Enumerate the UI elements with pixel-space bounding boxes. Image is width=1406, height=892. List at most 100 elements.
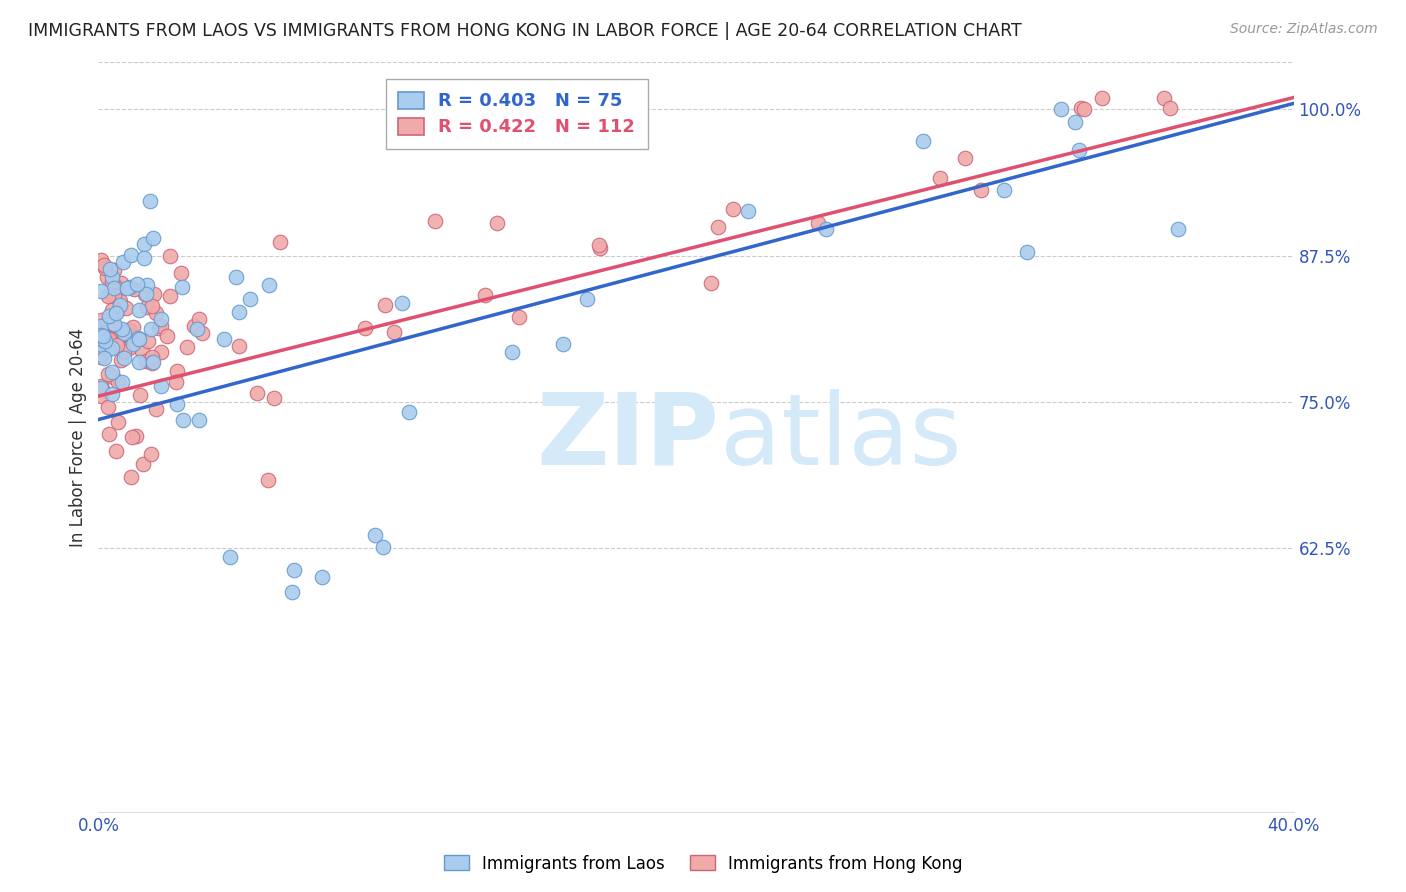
Point [100,287,122,301]
Point [90,347,112,361]
Point [110,327,132,342]
Point [928,171,950,186]
Point [111,322,134,336]
Point [121,430,143,444]
Point [1167,222,1189,236]
Point [228,305,250,319]
Point [97,332,120,346]
Point [186,321,208,335]
Point [97,322,120,336]
Point [90,351,112,365]
Point [107,415,129,429]
Point [90,338,112,352]
Point [97,400,120,414]
Point [166,364,188,378]
Point [90,336,112,351]
Point [172,412,194,426]
Point [311,570,333,584]
Point [353,320,375,334]
Point [150,318,173,333]
Point [97,343,120,357]
Point [111,255,134,269]
Point [90,381,112,395]
Point [166,397,188,411]
Legend: Immigrants from Laos, Immigrants from Hong Kong: Immigrants from Laos, Immigrants from Ho… [437,848,969,880]
Point [159,289,181,303]
Point [176,340,198,354]
Point [122,337,145,351]
Point [122,334,145,348]
Point [128,332,150,346]
Point [159,249,181,263]
Point [283,563,305,577]
Point [1069,143,1091,157]
Point [103,281,125,295]
Point [141,299,163,313]
Point [103,289,125,303]
Point [807,216,830,230]
Point [90,327,112,342]
Point [246,386,269,401]
Point [97,367,120,381]
Point [364,528,387,542]
Point [115,281,138,295]
Point [1153,90,1175,104]
Point [423,213,446,227]
Point [127,277,149,291]
Text: IMMIGRANTS FROM LAOS VS IMMIGRANTS FROM HONG KONG IN LABOR FORCE | AGE 20-64 COR: IMMIGRANTS FROM LAOS VS IMMIGRANTS FROM … [28,22,1022,40]
Point [125,429,148,443]
Point [1049,102,1071,116]
Point [139,194,162,208]
Point [96,269,118,284]
Point [214,332,236,346]
Point [145,306,167,320]
Point [150,311,173,326]
Point [131,343,153,358]
Point [1064,115,1087,129]
Point [112,326,135,340]
Point [508,310,530,324]
Point [141,447,163,461]
Point [100,331,122,345]
Point [391,295,413,310]
Point [141,322,163,336]
Point [575,292,598,306]
Point [183,319,205,334]
Point [108,293,131,308]
Point [107,302,129,317]
Point [101,302,124,317]
Point [94,334,117,349]
Point [588,237,610,252]
Point [90,330,112,344]
Point [91,382,114,396]
Point [90,340,112,354]
Point [93,261,115,276]
Point [118,323,141,337]
Point [108,298,131,312]
Point [98,309,121,323]
Point [98,426,121,441]
Point [93,351,115,366]
Point [90,313,112,327]
Point [141,350,163,364]
Point [97,325,120,339]
Point [117,323,139,337]
Point [91,329,114,343]
Point [110,277,132,291]
Point [122,320,145,334]
Point [90,328,112,343]
Point [120,279,142,293]
Point [136,300,159,314]
Point [374,298,396,312]
Point [145,402,167,417]
Point [103,263,125,277]
Point [170,266,193,280]
Point [132,252,155,266]
Point [142,355,165,369]
Point [263,391,285,405]
Point [97,289,120,303]
Point [91,343,114,357]
Point [120,248,142,262]
Point [149,345,172,359]
Point [105,443,128,458]
